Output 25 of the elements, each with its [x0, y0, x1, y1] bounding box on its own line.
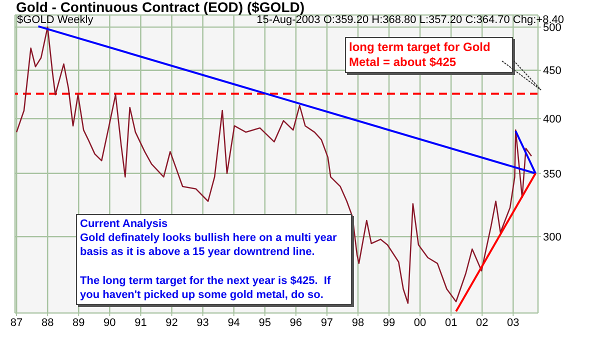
- x-tick-label: 03: [507, 316, 520, 329]
- x-tick-label: 90: [104, 316, 116, 329]
- x-tick-label: 93: [196, 316, 209, 329]
- x-tick-label: 01: [444, 316, 458, 329]
- x-tick-label: 94: [228, 316, 240, 329]
- x-tick-label: 89: [72, 316, 85, 329]
- y-tick-label: 300: [543, 232, 562, 244]
- x-tick-label: 02: [476, 316, 488, 329]
- x-tick-label: 88: [41, 316, 54, 329]
- x-tick-label: 87: [10, 316, 23, 329]
- x-tick-label: 99: [382, 316, 396, 329]
- x-tick-label: 92: [166, 316, 178, 329]
- x-tick-label: 96: [290, 316, 302, 329]
- x-tick-label: 97: [320, 316, 334, 329]
- x-tick-label: 00: [414, 316, 426, 329]
- chart-title: Gold - Continuous Contract (EOD) ($GOLD): [16, 0, 305, 15]
- y-tick-label: 350: [543, 168, 562, 180]
- x-tick-label: 91: [134, 316, 147, 329]
- text: Current Analysis Gold definately looks bullish here on a multi year basis as it is above a 15 year downtrend line. The long term target for the next year is $425. If you haven't picked up some gold metal, do so.: [80, 218, 337, 302]
- y-tick-label: 450: [543, 65, 562, 78]
- x-tick-label: 95: [258, 316, 271, 329]
- chart-subtitle: $GOLD Weekly: [17, 14, 94, 27]
- annotation: long term target for Gold Metal = about $425: [345, 37, 513, 73]
- y-tick-label: 400: [543, 114, 562, 126]
- x-tick-label: 98: [352, 316, 364, 329]
